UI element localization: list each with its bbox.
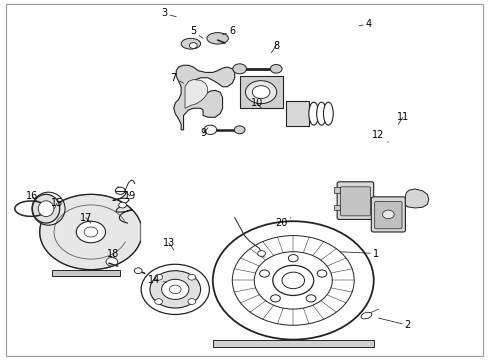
Ellipse shape bbox=[38, 201, 54, 217]
Ellipse shape bbox=[308, 102, 318, 125]
Text: 1: 1 bbox=[339, 248, 378, 258]
Text: 15: 15 bbox=[50, 198, 63, 209]
Polygon shape bbox=[184, 80, 207, 108]
Bar bbox=[239, 76, 282, 108]
Text: 16: 16 bbox=[26, 191, 39, 202]
Circle shape bbox=[245, 81, 276, 104]
Text: 17: 17 bbox=[80, 213, 92, 223]
Text: 18: 18 bbox=[106, 248, 119, 259]
Text: 3: 3 bbox=[161, 8, 176, 18]
Text: 8: 8 bbox=[271, 41, 279, 53]
Text: 13: 13 bbox=[163, 238, 175, 250]
Ellipse shape bbox=[189, 42, 197, 48]
Circle shape bbox=[288, 255, 298, 262]
Circle shape bbox=[212, 221, 373, 339]
Text: 4: 4 bbox=[358, 19, 371, 29]
Bar bbox=[285, 101, 309, 126]
Text: 14: 14 bbox=[148, 275, 166, 285]
Circle shape bbox=[259, 270, 269, 277]
Bar bbox=[163, 13, 366, 178]
Circle shape bbox=[84, 227, 98, 237]
Bar bbox=[329, 108, 478, 259]
FancyBboxPatch shape bbox=[374, 202, 401, 229]
Circle shape bbox=[252, 86, 269, 99]
FancyBboxPatch shape bbox=[340, 187, 369, 216]
Ellipse shape bbox=[32, 194, 60, 223]
Circle shape bbox=[382, 210, 393, 219]
Circle shape bbox=[270, 295, 280, 302]
Text: 12: 12 bbox=[372, 130, 387, 142]
Circle shape bbox=[161, 279, 188, 300]
Circle shape bbox=[134, 268, 142, 274]
Ellipse shape bbox=[316, 102, 326, 125]
Bar bbox=[333, 205, 339, 211]
Text: 6: 6 bbox=[222, 26, 235, 36]
FancyBboxPatch shape bbox=[370, 197, 405, 232]
Circle shape bbox=[187, 299, 195, 305]
Circle shape bbox=[169, 285, 181, 294]
Text: 10: 10 bbox=[250, 98, 262, 108]
Ellipse shape bbox=[360, 312, 371, 319]
Polygon shape bbox=[405, 189, 428, 208]
Text: 20: 20 bbox=[274, 218, 290, 228]
Circle shape bbox=[282, 272, 304, 289]
Circle shape bbox=[305, 295, 315, 302]
Ellipse shape bbox=[323, 102, 332, 125]
Text: 19: 19 bbox=[123, 191, 136, 201]
Circle shape bbox=[155, 299, 163, 305]
FancyBboxPatch shape bbox=[336, 182, 373, 220]
Text: 2: 2 bbox=[378, 318, 410, 330]
Ellipse shape bbox=[181, 39, 200, 49]
Circle shape bbox=[203, 125, 216, 134]
Circle shape bbox=[232, 64, 246, 74]
Circle shape bbox=[76, 221, 105, 243]
Circle shape bbox=[234, 126, 244, 134]
Text: 5: 5 bbox=[190, 26, 203, 39]
Text: 7: 7 bbox=[170, 73, 183, 83]
Circle shape bbox=[272, 265, 313, 296]
Text: 9: 9 bbox=[200, 128, 207, 138]
Bar bbox=[212, 340, 373, 347]
Circle shape bbox=[106, 257, 118, 266]
Circle shape bbox=[270, 64, 282, 73]
Circle shape bbox=[257, 251, 265, 256]
Polygon shape bbox=[52, 270, 120, 276]
Circle shape bbox=[115, 187, 125, 194]
Circle shape bbox=[141, 264, 209, 315]
Circle shape bbox=[119, 202, 126, 208]
Circle shape bbox=[155, 274, 163, 280]
Circle shape bbox=[317, 270, 326, 277]
Polygon shape bbox=[40, 194, 140, 270]
Polygon shape bbox=[173, 65, 234, 130]
Ellipse shape bbox=[206, 33, 228, 44]
Circle shape bbox=[150, 271, 200, 308]
Bar bbox=[333, 187, 339, 193]
Circle shape bbox=[187, 274, 195, 280]
Text: 11: 11 bbox=[396, 112, 408, 125]
Bar bbox=[132, 230, 217, 345]
